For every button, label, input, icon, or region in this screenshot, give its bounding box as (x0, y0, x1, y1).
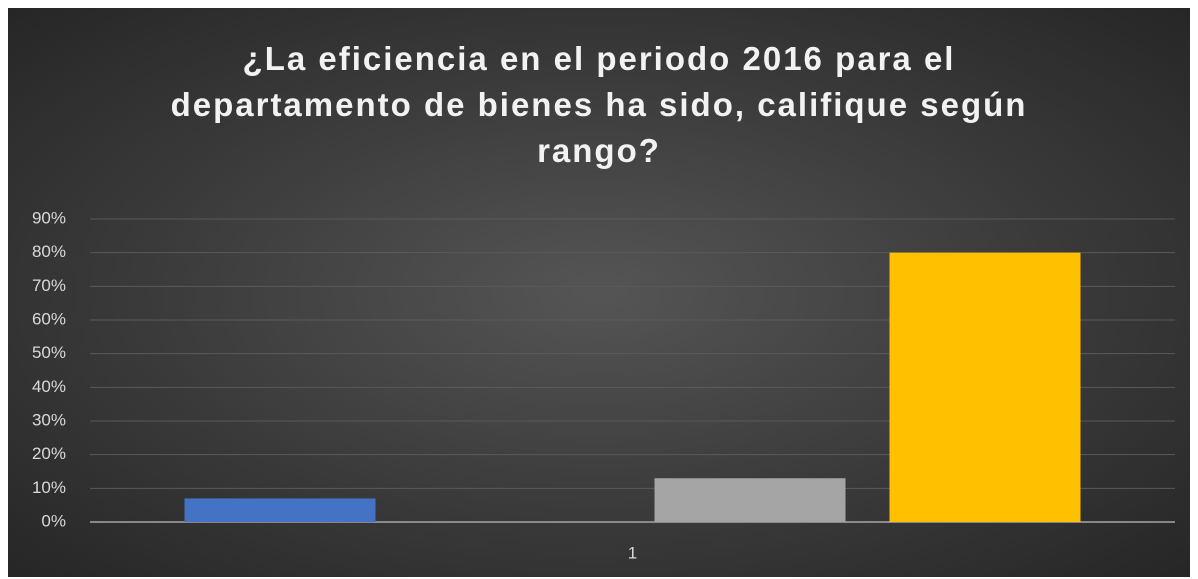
y-tick-label: 40% (32, 377, 66, 396)
y-tick-label: 60% (32, 309, 66, 328)
y-tick-label: 0% (41, 511, 66, 530)
bar (654, 478, 846, 522)
y-tick-label: 50% (32, 343, 66, 362)
y-tick-label: 30% (32, 410, 66, 429)
chart-title: ¿La eficiencia en el periodo 2016 para e… (170, 40, 1028, 169)
chart-svg: 0% 10% 20% 30% 40% 50% 60% 70% 80% 90% 1 (32, 208, 1175, 562)
y-tick-label: 20% (32, 444, 66, 463)
y-tick-label: 90% (32, 208, 66, 227)
y-tick-label: 80% (32, 242, 66, 261)
y-tick-label: 10% (32, 478, 66, 497)
bar (184, 498, 376, 522)
bar (889, 252, 1081, 522)
y-tick-label: 70% (32, 276, 66, 295)
x-tick-label: 1 (628, 543, 637, 562)
chart: 0% 10% 20% 30% 40% 50% 60% 70% 80% 90% 1 ¿La efici… (8, 8, 1190, 577)
